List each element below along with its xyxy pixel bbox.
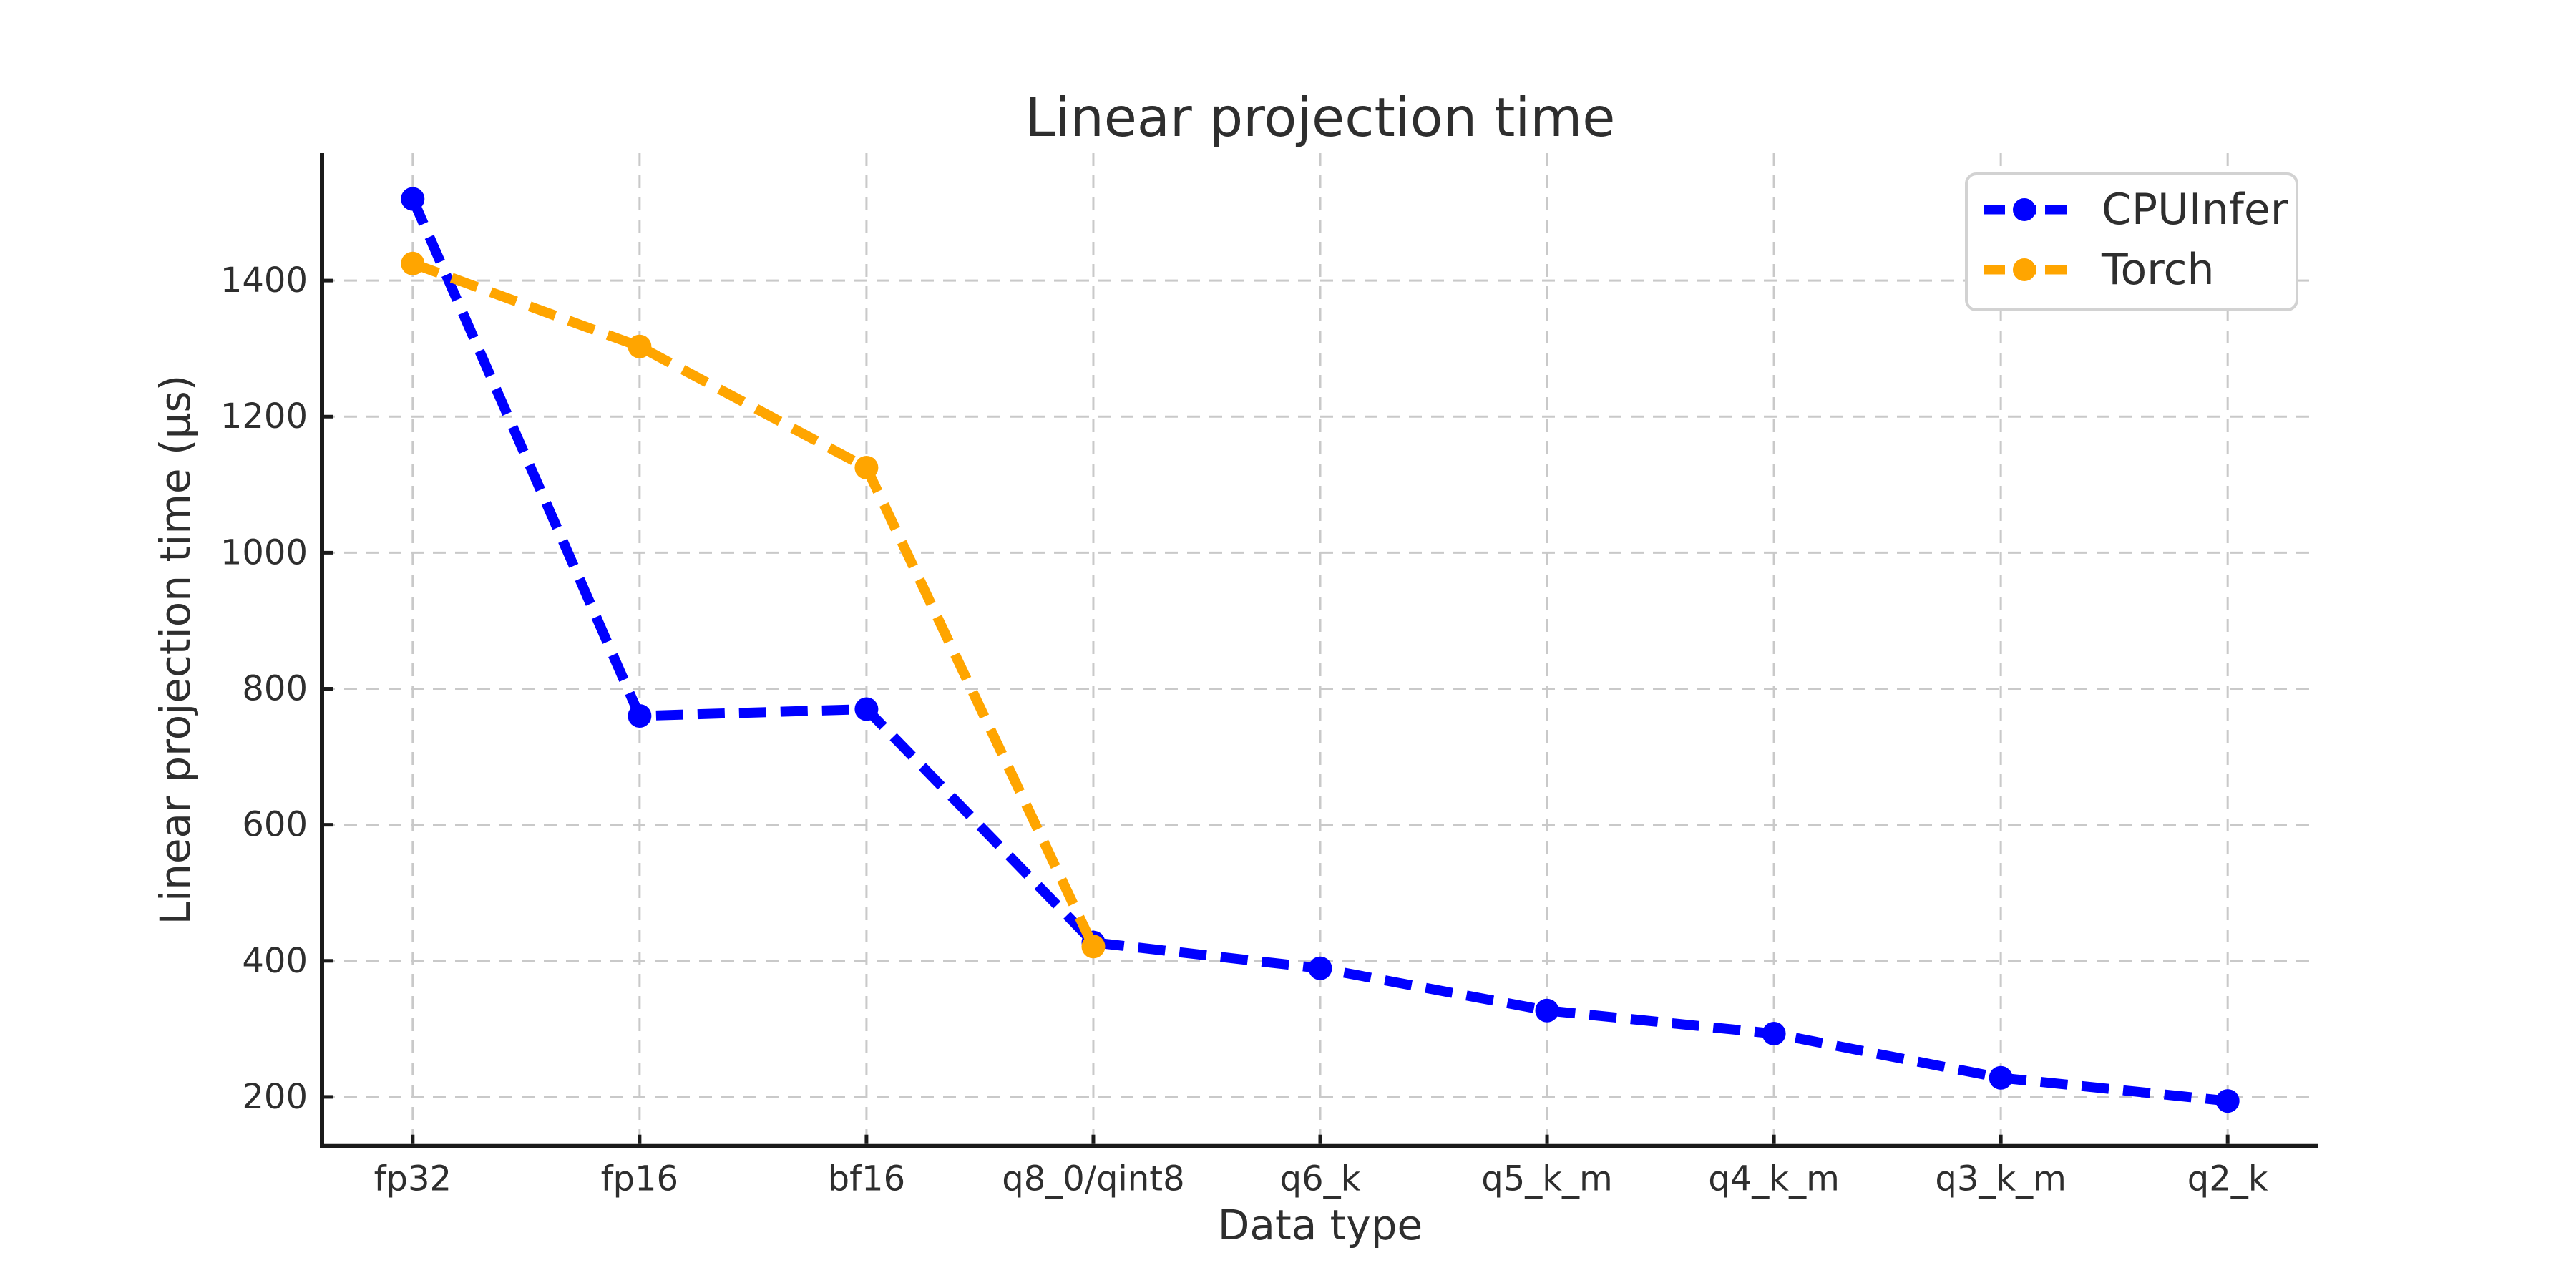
- axes-spines: [320, 153, 2318, 1148]
- y-tick-label: 1200: [220, 396, 308, 436]
- data-series: [401, 187, 2240, 1113]
- x-tick-label: q8_0/qint8: [1002, 1159, 1184, 1199]
- legend-entry-torch: Torch: [2101, 245, 2215, 295]
- legend: CPUInfer Torch: [1965, 172, 2298, 311]
- gridlines: [322, 153, 2318, 1146]
- data-point-torch: [1081, 935, 1106, 959]
- x-tick-label: q3_k_m: [1935, 1159, 2067, 1199]
- data-point-cpuinfer: [1762, 1022, 1786, 1045]
- x-tick-label: q6_k: [1280, 1159, 1361, 1199]
- x-axis-label: Data type: [1218, 1201, 1423, 1249]
- y-tick-label: 400: [242, 941, 308, 981]
- data-point-cpuinfer: [1989, 1065, 2013, 1090]
- x-tick-label: q5_k_m: [1481, 1159, 1613, 1199]
- x-tick-label: bf16: [828, 1159, 905, 1199]
- x-tick-label: q4_k_m: [1708, 1159, 1840, 1199]
- y-tick-label: 1000: [220, 532, 308, 572]
- y-tick-label: 600: [242, 805, 308, 845]
- data-point-torch: [628, 334, 652, 358]
- data-point-cpuinfer: [854, 697, 879, 721]
- y-axis-label: Linear projection time (μs): [151, 375, 200, 925]
- series-line-torch: [411, 258, 1098, 949]
- chart-title: Linear projection time: [1025, 86, 1616, 149]
- data-point-torch: [854, 456, 879, 479]
- legend-samples: [1984, 198, 2068, 281]
- x-tick-label: fp16: [601, 1159, 678, 1199]
- x-tick-label: q2_k: [2187, 1159, 2268, 1199]
- y-tick-label: 800: [242, 669, 308, 709]
- data-point-cpuinfer: [1535, 998, 1559, 1023]
- legend-entry-cpuinfer: CPUInfer: [2102, 185, 2288, 235]
- y-tick-label: 1400: [220, 260, 308, 301]
- data-point-cpuinfer: [2215, 1089, 2240, 1113]
- data-point-cpuinfer: [628, 704, 652, 728]
- tick-marks: [324, 278, 2230, 1144]
- legend-sample-marker-cpuinfer: [2013, 198, 2036, 221]
- legend-sample-marker-torch: [2013, 258, 2036, 281]
- y-tick-label: 200: [242, 1077, 308, 1117]
- data-point-torch: [401, 251, 425, 275]
- x-tick-label: fp32: [374, 1159, 452, 1199]
- tick-labels: fp32 fp16 bf16 q8_0/qint8 q6_k q5_k_m q4_k_m q3…: [220, 260, 2268, 1199]
- data-point-cpuinfer: [401, 187, 425, 211]
- data-point-cpuinfer: [1308, 956, 1332, 980]
